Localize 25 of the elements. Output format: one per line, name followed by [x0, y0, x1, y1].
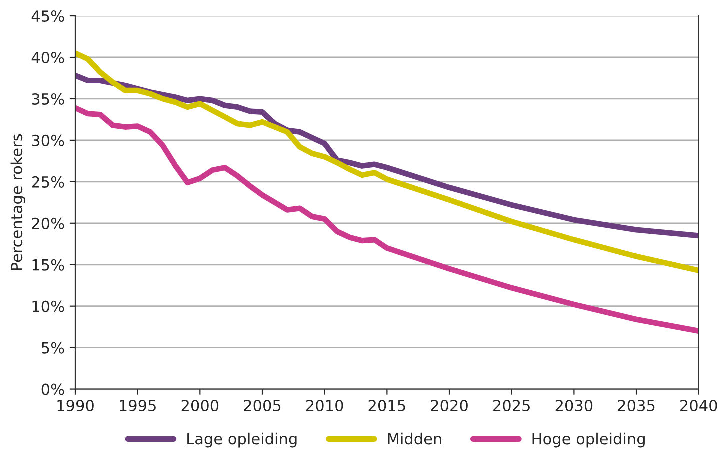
x-tick-label: 2015: [368, 400, 406, 412]
x-tick-label: 1990: [58, 400, 94, 412]
x-tick-label: 2005: [244, 400, 281, 412]
y-tick-label: 35%: [32, 93, 64, 105]
legend-label: Lage opleiding: [188, 432, 297, 448]
x-tick-label: 2000: [182, 400, 219, 412]
y-tick-label: 10%: [32, 300, 64, 312]
x-tick-label: 2020: [431, 400, 468, 412]
y-tick-label: 15%: [32, 259, 64, 271]
y-tick-label: 0%: [42, 384, 64, 396]
x-tick-label: 2030: [556, 400, 593, 412]
x-tick-label: 1995: [120, 400, 156, 412]
x-tick-label: 2040: [680, 400, 718, 412]
legend-label: Midden: [388, 432, 442, 445]
legend-label: Hoge opleiding: [532, 432, 645, 448]
y-tick-label: 5%: [42, 342, 64, 354]
y-tick-label: 30%: [32, 134, 64, 146]
x-tick-label: 2010: [306, 400, 344, 412]
x-tick-label: 2025: [494, 400, 530, 412]
y-tick-label: 25%: [32, 176, 64, 188]
y-tick-label: 40%: [32, 52, 64, 64]
y-tick-label: 45%: [32, 10, 64, 22]
y-axis-title: Percentage rokers: [10, 134, 26, 270]
y-tick-label: 20%: [32, 218, 64, 230]
x-tick-label: 2035: [618, 400, 655, 412]
